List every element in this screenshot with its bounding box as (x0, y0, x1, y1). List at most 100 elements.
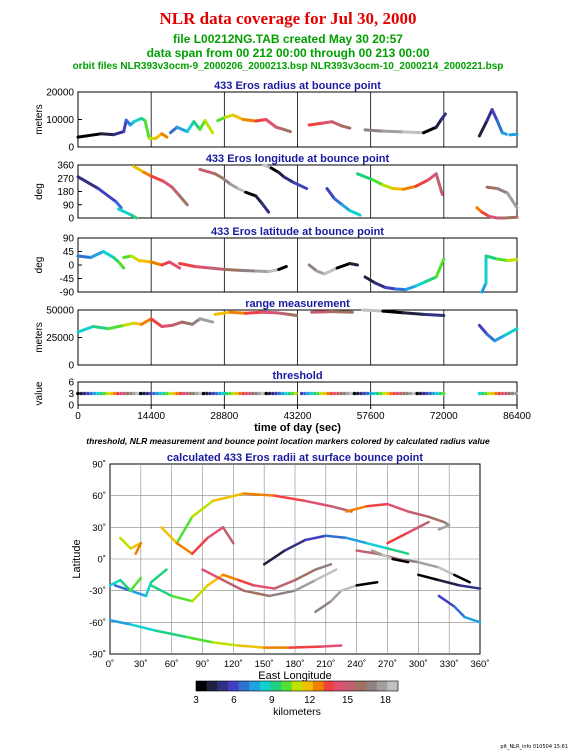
y-tick-label: 50000 (46, 306, 74, 317)
colorbar-swatch (196, 681, 208, 691)
series-segment (185, 120, 196, 134)
threshold-marker (115, 391, 120, 396)
threshold-marker (132, 391, 136, 396)
colorbar-swatch (238, 681, 250, 691)
series-segment (190, 317, 202, 326)
threshold-marker (294, 391, 298, 396)
threshold-marker (312, 391, 317, 396)
series-segment (76, 325, 95, 334)
track-segment (355, 580, 379, 587)
track-segment (108, 578, 122, 587)
threshold-marker (152, 391, 156, 396)
y-tick-label: 10000 (46, 115, 74, 126)
threshold-marker (375, 391, 380, 396)
y-tick-label: 90 (63, 234, 75, 245)
track-segment (175, 515, 194, 545)
threshold-marker (319, 391, 324, 396)
track-segment (190, 584, 209, 603)
threshold-marker (484, 391, 488, 396)
threshold-marker (332, 391, 337, 396)
y-tick-label: 25000 (46, 333, 74, 344)
series-segment (175, 125, 189, 134)
series-segment (505, 258, 519, 262)
panel-title: threshold (272, 370, 322, 382)
series-segment (149, 260, 164, 267)
series-segment (122, 118, 128, 134)
track-segment (355, 549, 379, 555)
series-segment (434, 257, 446, 279)
footer-stamp: plt_NLR_info 010504 15:61 (500, 744, 568, 750)
series-segment (434, 118, 443, 129)
threshold-marker (122, 391, 127, 396)
threshold-marker (195, 391, 199, 396)
threshold-marker (379, 391, 383, 396)
series-segment (149, 174, 165, 183)
track-segment (129, 589, 148, 598)
y-tick-label: 0 (68, 401, 74, 412)
threshold-marker (181, 391, 186, 396)
threshold-marker (119, 391, 123, 396)
y-tick-label: 270 (57, 174, 74, 185)
colorbar-swatch (323, 681, 335, 691)
track-segment (211, 492, 245, 503)
series-segment (307, 121, 324, 127)
series-segment (310, 310, 334, 314)
colorbar-tick-label: 15 (342, 695, 354, 706)
track-segment (324, 534, 348, 540)
threshold-marker (171, 391, 176, 396)
series-segment (401, 130, 426, 135)
track-segment (453, 573, 471, 584)
threshold-marker (306, 391, 310, 396)
colorbar-swatch (355, 681, 367, 691)
figure-caption: threshold, NLR measurement and bounce po… (86, 436, 490, 446)
series-segment (348, 262, 359, 267)
threshold-marker (178, 391, 183, 396)
series-segment (422, 312, 446, 317)
threshold-marker (435, 391, 439, 396)
track-segment (319, 644, 343, 648)
track-segment (160, 526, 179, 545)
colorbar-tick-label: 3 (193, 695, 199, 706)
track-segment (149, 584, 173, 598)
track-segment (314, 563, 333, 571)
series-segment (241, 118, 258, 123)
series-segment (91, 325, 110, 331)
threshold-marker (405, 391, 410, 396)
track-segment (129, 623, 158, 633)
series-segment (381, 129, 405, 134)
series-segment (282, 127, 292, 134)
track-segment (175, 541, 194, 555)
track-segment (391, 557, 410, 564)
series-segment (161, 179, 174, 189)
threshold-marker (336, 391, 340, 396)
series-segment (223, 268, 243, 272)
threshold-marker (290, 391, 295, 396)
threshold-marker (303, 391, 307, 396)
threshold-marker (362, 391, 367, 396)
track-segment (453, 605, 466, 619)
threshold-marker (102, 391, 107, 396)
track-segment (304, 534, 328, 542)
track-segment (437, 566, 456, 577)
series-segment (89, 250, 105, 259)
series-segment (244, 310, 263, 315)
track-segment (427, 515, 446, 524)
threshold-marker (82, 391, 87, 396)
track-segment (304, 499, 333, 508)
series-segment (160, 132, 169, 139)
orbit-files-info: orbit files NLR393v3ocm-9_2000206_200021… (72, 61, 504, 72)
threshold-marker (79, 391, 84, 396)
track-segment (370, 549, 384, 557)
track-segment (252, 584, 276, 590)
threshold-marker (402, 391, 406, 396)
track-segment (262, 549, 286, 566)
y-tick-label: 6 (68, 378, 74, 389)
series-segment (348, 209, 362, 217)
threshold-marker (109, 391, 113, 396)
track-segment (386, 547, 410, 555)
track-segment (365, 502, 389, 508)
threshold-marker (504, 391, 508, 396)
threshold-marker (254, 391, 259, 396)
series-segment (239, 268, 258, 273)
